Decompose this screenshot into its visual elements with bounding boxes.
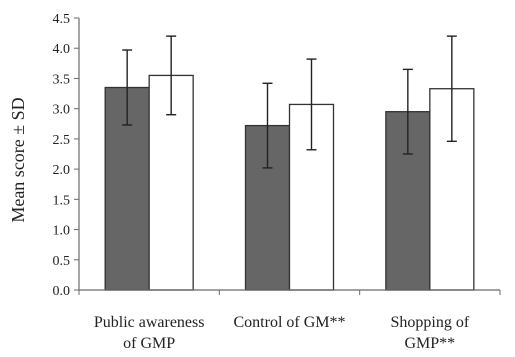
y-axis: 0.0 0.5 1.0 1.5 2.0 2.5 3.0 3.5 4.0 4.5	[53, 12, 80, 299]
bars	[104, 74, 475, 291]
error-bars	[122, 35, 457, 169]
category-label: Public awareness	[94, 314, 205, 331]
y-axis-title: Mean score ± SD	[8, 97, 28, 222]
category-label: of GMP	[123, 335, 175, 352]
y-tick-label: 2.0	[53, 163, 71, 178]
y-tick-label: 4.0	[53, 42, 71, 57]
y-tick-label: 0.0	[53, 284, 71, 299]
y-tick-label: 2.5	[53, 133, 71, 148]
y-tick-label: 0.5	[53, 254, 71, 269]
y-tick-label: 1.0	[53, 224, 71, 239]
y-tick-label: 4.5	[53, 12, 71, 27]
y-tick-label: 3.0	[53, 103, 71, 118]
category-label: Control of GM**	[234, 314, 346, 331]
y-tick-label: 1.5	[53, 193, 71, 208]
category-label: GMP**	[404, 335, 455, 352]
y-tick-label: 3.5	[53, 72, 71, 87]
x-axis: Public awareness of GMP Control of GM** Sho…	[78, 289, 501, 352]
category-label: Shopping of	[390, 314, 469, 331]
